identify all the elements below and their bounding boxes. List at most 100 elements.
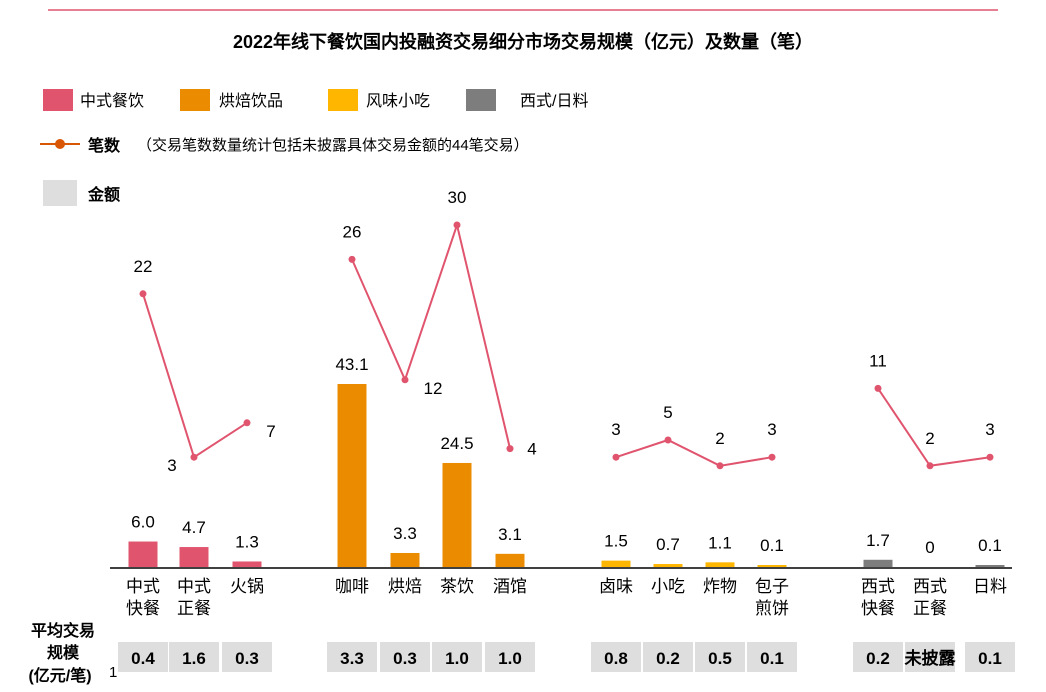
count-label: 5: [663, 403, 672, 422]
category-label: 西式: [913, 577, 947, 596]
avg-box: [965, 642, 1015, 672]
count-point: [453, 221, 461, 229]
avg-value: 0.1: [978, 649, 1002, 668]
count-label: 26: [343, 222, 362, 241]
bar-value-label: 3.3: [393, 524, 417, 543]
category-label: 茶饮: [440, 577, 474, 596]
category-label: 煎饼: [755, 599, 789, 618]
count-label: 3: [985, 420, 994, 439]
category-label: 酒馆: [493, 577, 527, 596]
count-label: 2: [925, 429, 934, 448]
avg-value: 1.0: [445, 649, 469, 668]
count-point: [348, 255, 356, 263]
avg-value: 0.4: [131, 649, 155, 668]
legend-swatch-bakery: [180, 89, 210, 111]
bar-value-label: 1.5: [604, 532, 628, 551]
count-point: [874, 384, 882, 392]
bar: [705, 562, 735, 567]
count-label: 7: [266, 422, 275, 441]
category-label: 正餐: [913, 599, 947, 618]
avg-value: 0.2: [656, 649, 680, 668]
count-label: 3: [767, 420, 776, 439]
count-line: [351, 221, 511, 449]
legend-label-chinese: 中式餐饮: [80, 92, 144, 110]
avg-box: [905, 642, 955, 672]
bar-value-label: 1.1: [708, 533, 732, 552]
legend-line-label: 笔数: [88, 136, 121, 155]
avg-box: [222, 642, 272, 672]
avg-value: 未披露: [904, 648, 957, 668]
avg-box: [591, 642, 641, 672]
bar: [757, 565, 787, 567]
category-label: 包子: [755, 577, 789, 596]
avg-value: 0.3: [235, 649, 259, 668]
avg-value: 0.8: [604, 649, 628, 668]
count-point: [139, 290, 147, 298]
count-point: [986, 453, 994, 461]
category-label: 烘焙: [388, 577, 422, 596]
legend-label-snack: 风味小吃: [366, 92, 430, 110]
count-point: [768, 453, 776, 461]
bar-value-label: 0.7: [656, 535, 680, 554]
category-label: 火锅: [230, 577, 264, 596]
legend-line-marker: [55, 139, 65, 149]
avg-box: [380, 642, 430, 672]
count-point: [612, 453, 620, 461]
bar: [863, 559, 893, 567]
avg-row-label-line3: (亿元/笔): [28, 666, 91, 685]
avg-box: [169, 642, 219, 672]
avg-value: 0.2: [866, 649, 890, 668]
count-point: [664, 436, 672, 444]
legend-label-bakery: 烘焙饮品: [219, 92, 283, 110]
bar: [442, 462, 472, 567]
avg-box: [853, 642, 903, 672]
bar-value-label: 1.3: [235, 532, 259, 551]
avg-value: 0.1: [760, 649, 784, 668]
count-label: 22: [134, 257, 153, 276]
avg-value: 0.3: [393, 649, 417, 668]
count-label: 2: [715, 429, 724, 448]
legend-label-western: 西式/日料: [520, 92, 588, 110]
bar-value-label: 4.7: [182, 518, 206, 537]
bar-value-label: 0.1: [760, 536, 784, 555]
count-point: [926, 462, 934, 470]
bar: [128, 541, 158, 567]
category-label: 快餐: [861, 599, 895, 618]
bar-value-labels: 6.0 4.7 1.3 43.1 3.3 24.5 3.1 1.5 0.7 1.1 0.1 1.7 0 0…: [131, 355, 1002, 557]
avg-row-footnote: 1: [109, 664, 117, 681]
avg-row-label-line2: 规模: [47, 643, 80, 662]
count-labels: 22 3 7 26 12 30 4 3 5 2 3 11 2 3: [134, 188, 995, 475]
bar: [495, 553, 525, 567]
avg-value: 3.3: [340, 649, 364, 668]
avg-value: 1.6: [182, 649, 206, 668]
legend-swatch-amount: [43, 180, 77, 206]
legend: 中式餐饮 烘焙饮品 风味小吃 西式/日料 笔数 （交易笔数数量统计包括未披露具体…: [40, 89, 588, 206]
legend-line-note: （交易笔数数量统计包括未披露具体交易金额的44笔交易）: [137, 136, 529, 154]
count-label: 3: [167, 456, 176, 475]
bar: [653, 564, 683, 567]
bar-value-label: 0: [925, 538, 934, 557]
bar-value-label: 43.1: [335, 355, 368, 374]
bar: [975, 565, 1005, 567]
category-label: 咖啡: [335, 577, 369, 596]
count-line: [615, 438, 773, 467]
count-line: [142, 293, 248, 459]
category-label: 中式: [126, 577, 160, 596]
chart-title: 2022年线下餐饮国内投融资交易细分市场交易规模（亿元）及数量（笔）: [233, 31, 813, 52]
bar: [337, 384, 367, 567]
bar: [601, 560, 631, 567]
avg-row-label: 平均交易 规模 (亿元/笔) 1: [28, 621, 117, 685]
category-label: 西式: [861, 577, 895, 596]
bars: [128, 384, 1005, 567]
count-line: [877, 387, 991, 467]
bar: [390, 552, 420, 567]
count-point: [716, 462, 724, 470]
bar-value-label: 3.1: [498, 525, 522, 544]
bar-value-label: 0.1: [978, 536, 1002, 555]
avg-box: [747, 642, 797, 672]
category-label: 正餐: [177, 599, 211, 618]
count-point: [506, 445, 514, 453]
bar-value-label: 6.0: [131, 513, 155, 532]
